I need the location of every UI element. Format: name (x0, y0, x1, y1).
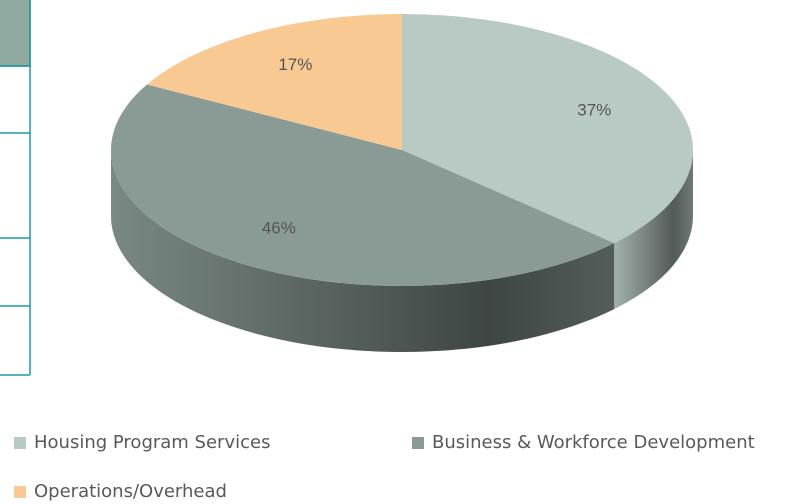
slice (402, 14, 693, 244)
side-shade (111, 150, 615, 352)
value-label: 46% (262, 219, 296, 238)
legend-swatch (412, 437, 424, 449)
side-table (0, 0, 31, 376)
slice (146, 14, 402, 150)
legend-label: Operations/Overhead (34, 481, 227, 502)
slice (111, 84, 615, 286)
legend-swatch (14, 437, 26, 449)
legend-label: Business & Workforce Development (432, 432, 755, 453)
legend: Housing Program Services Business & Workf… (14, 432, 755, 502)
legend-label: Housing Program Services (34, 432, 270, 453)
side-shade (614, 150, 693, 310)
pie: 37% 46% 17% (111, 14, 693, 352)
value-label: 37% (577, 101, 611, 120)
value-label: 17% (278, 55, 312, 74)
legend-swatch (14, 486, 26, 498)
